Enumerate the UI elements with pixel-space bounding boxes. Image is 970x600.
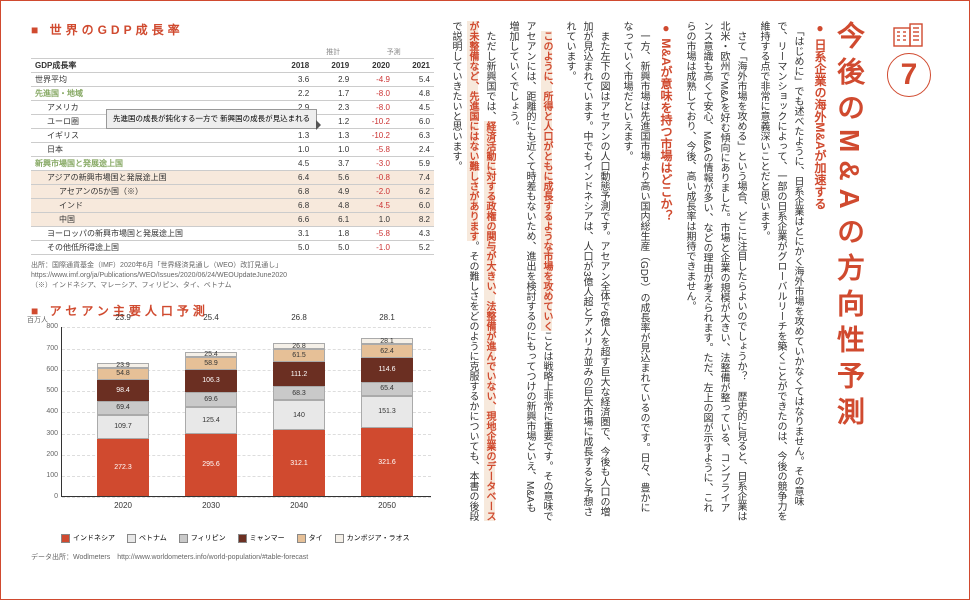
row-label-head: GDP成長率 (31, 59, 273, 73)
table-row: インド6.84.8-4.56.0 (31, 199, 434, 213)
table-row: 先進国・地域2.21.7-8.04.8 (31, 87, 434, 101)
chapter-badge: 7 (879, 21, 939, 589)
table-row: アジアの新興市場国と発展途上国6.45.6-0.87.4 (31, 171, 434, 185)
chapter-number: 7 (887, 53, 931, 97)
bar-group: 28.162.4114.665.4151.3321.6 (361, 338, 413, 496)
table-source: 出所：国際通貨基金（IMF）2020年6月「世界経済見通し（WEO）改訂見通し」… (31, 261, 434, 290)
body-paragraph: ただし新興国では、経済活動に対する政権の関与が大きい、法整備が進んでいない、現地… (447, 21, 498, 521)
body-paragraph: さて「海外市場を攻める」という場合、どこに注目したらよいのでしょうか？ 歴史的に… (681, 21, 749, 521)
table-row: ヨーロッパの新興市場国と発展途上国3.11.8-5.84.3 (31, 227, 434, 241)
callout: 先進国の成長が鈍化する一方で 新興国の成長が見込まれる (106, 109, 317, 129)
population-chart: 百万人 010020030040050060070080023.923.954.… (31, 327, 434, 537)
table-row: 世界平均3.62.9-4.95.4 (31, 73, 434, 87)
bar-group: 25.458.9106.369.6125.4295.6 (185, 352, 237, 497)
table-row: アセアンの5か国（※）6.84.9-2.06.2 (31, 185, 434, 199)
table-title: 世界のGDP成長率 (31, 21, 434, 38)
table-row: 新興市場国と発展途上国4.53.7-3.05.9 (31, 157, 434, 171)
body-paragraph: 一方、新興市場は先進国市場より高い国内総生産（GDP）の成長率が見込まれているの… (618, 21, 652, 521)
table-header-row: GDP成長率 2018 2019 2020 2021 (31, 59, 434, 73)
bar-group: 26.861.5111.268.3140312.1 (273, 343, 325, 496)
body-paragraph: 「はじめに」でも述べたように、日系企業はとにかく海外市場を攻めていかなくてはなり… (755, 21, 806, 521)
table-row: 中国6.66.11.08.2 (31, 213, 434, 227)
table-row: その他低所得途上国5.05.0-1.05.2 (31, 241, 434, 255)
bar-group: 23.954.898.469.4109.7272.3 (97, 363, 149, 497)
chart-legend: インドネシアベトナムフィリピンミャンマータイカンボジア・ラオス (61, 533, 431, 543)
bullet-heading: 日系企業の海外M&Aが加速する (812, 21, 829, 521)
page-title: 今後のM&Aの方向性予測 (829, 21, 869, 501)
bullet-heading: M&Aが意味を持つ市場はどこか？ (658, 21, 675, 521)
building-icon (891, 21, 927, 49)
body-text: 日系企業の海外M&Aが加速する 「はじめに」でも述べたように、日系企業はとにかく… (447, 21, 829, 589)
table-row: イギリス1.31.3-10.26.3 (31, 129, 434, 143)
body-paragraph: このように、所得と人口がともに成長するような市場を攻めていくことは戦略上非常に重… (504, 21, 555, 521)
page: 世界のGDP成長率 推計予測 GDP成長率 2018 2019 2020 202… (0, 0, 970, 600)
left-panel: 世界のGDP成長率 推計予測 GDP成長率 2018 2019 2020 202… (1, 1, 444, 599)
right-panel: 7 今後のM&Aの方向性予測 日系企業の海外M&Aが加速する 「はじめに」でも述… (444, 1, 969, 599)
table-row: 日本1.01.0-5.82.4 (31, 143, 434, 157)
chart-source: データ出所：Wodlmeters http://www.worldometers… (31, 553, 434, 563)
body-paragraph: また左下の図はアセアンの人口動態予測です。アセアン全体で6億人を超す巨大な経済圏… (561, 21, 612, 521)
gdp-table: 推計予測 GDP成長率 2018 2019 2020 2021 世界平均3.62… (31, 46, 434, 255)
